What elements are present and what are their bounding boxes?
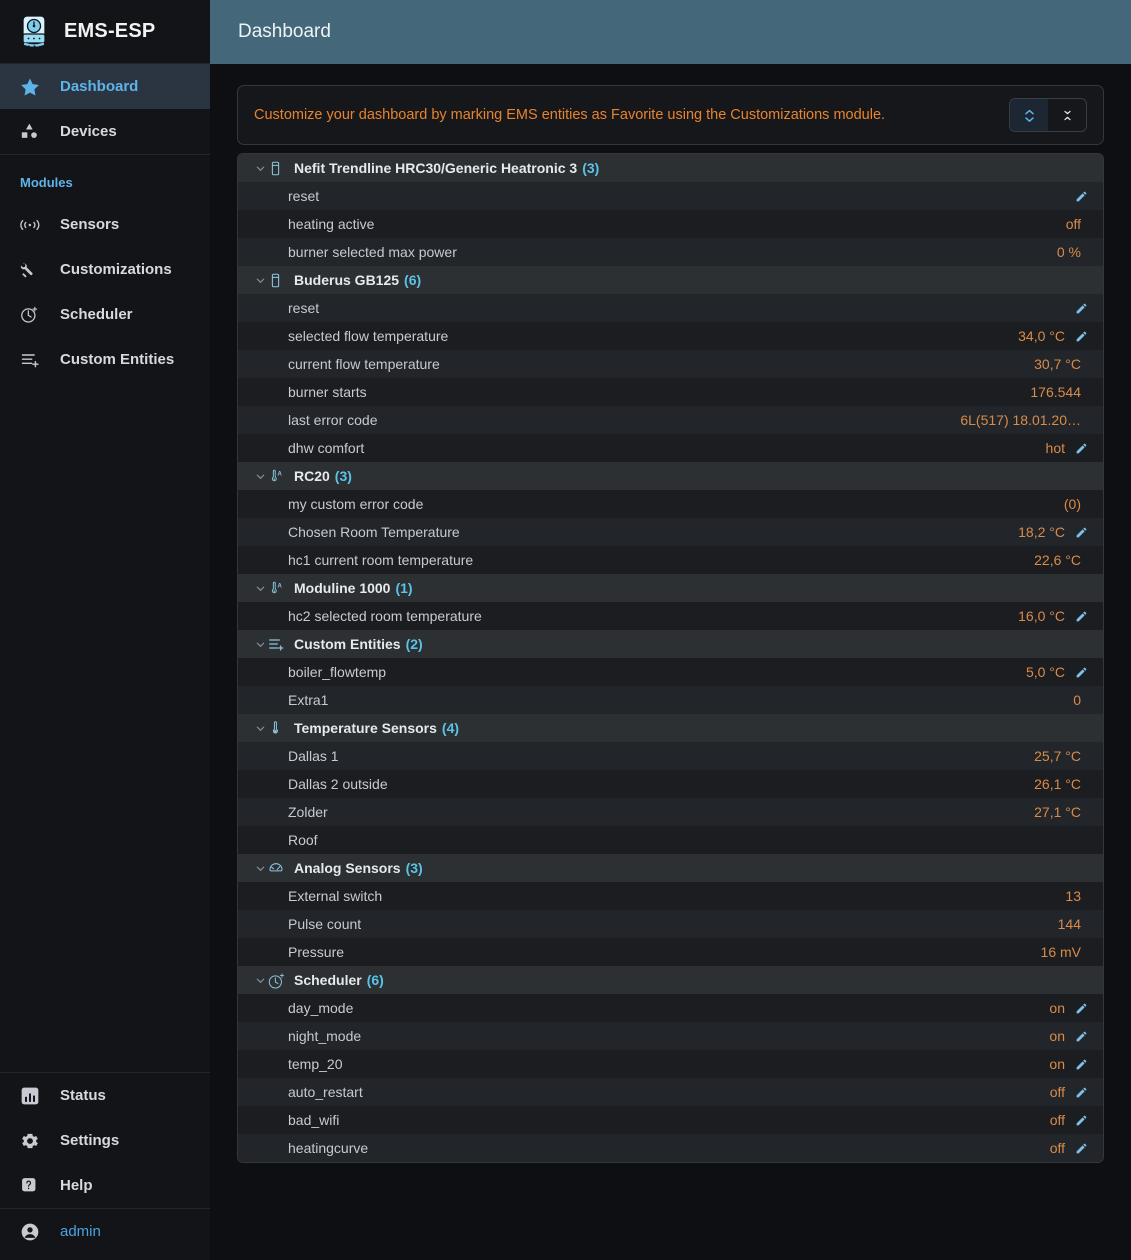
svg-text:A: A (278, 583, 283, 589)
svg-text:A: A (278, 471, 283, 477)
